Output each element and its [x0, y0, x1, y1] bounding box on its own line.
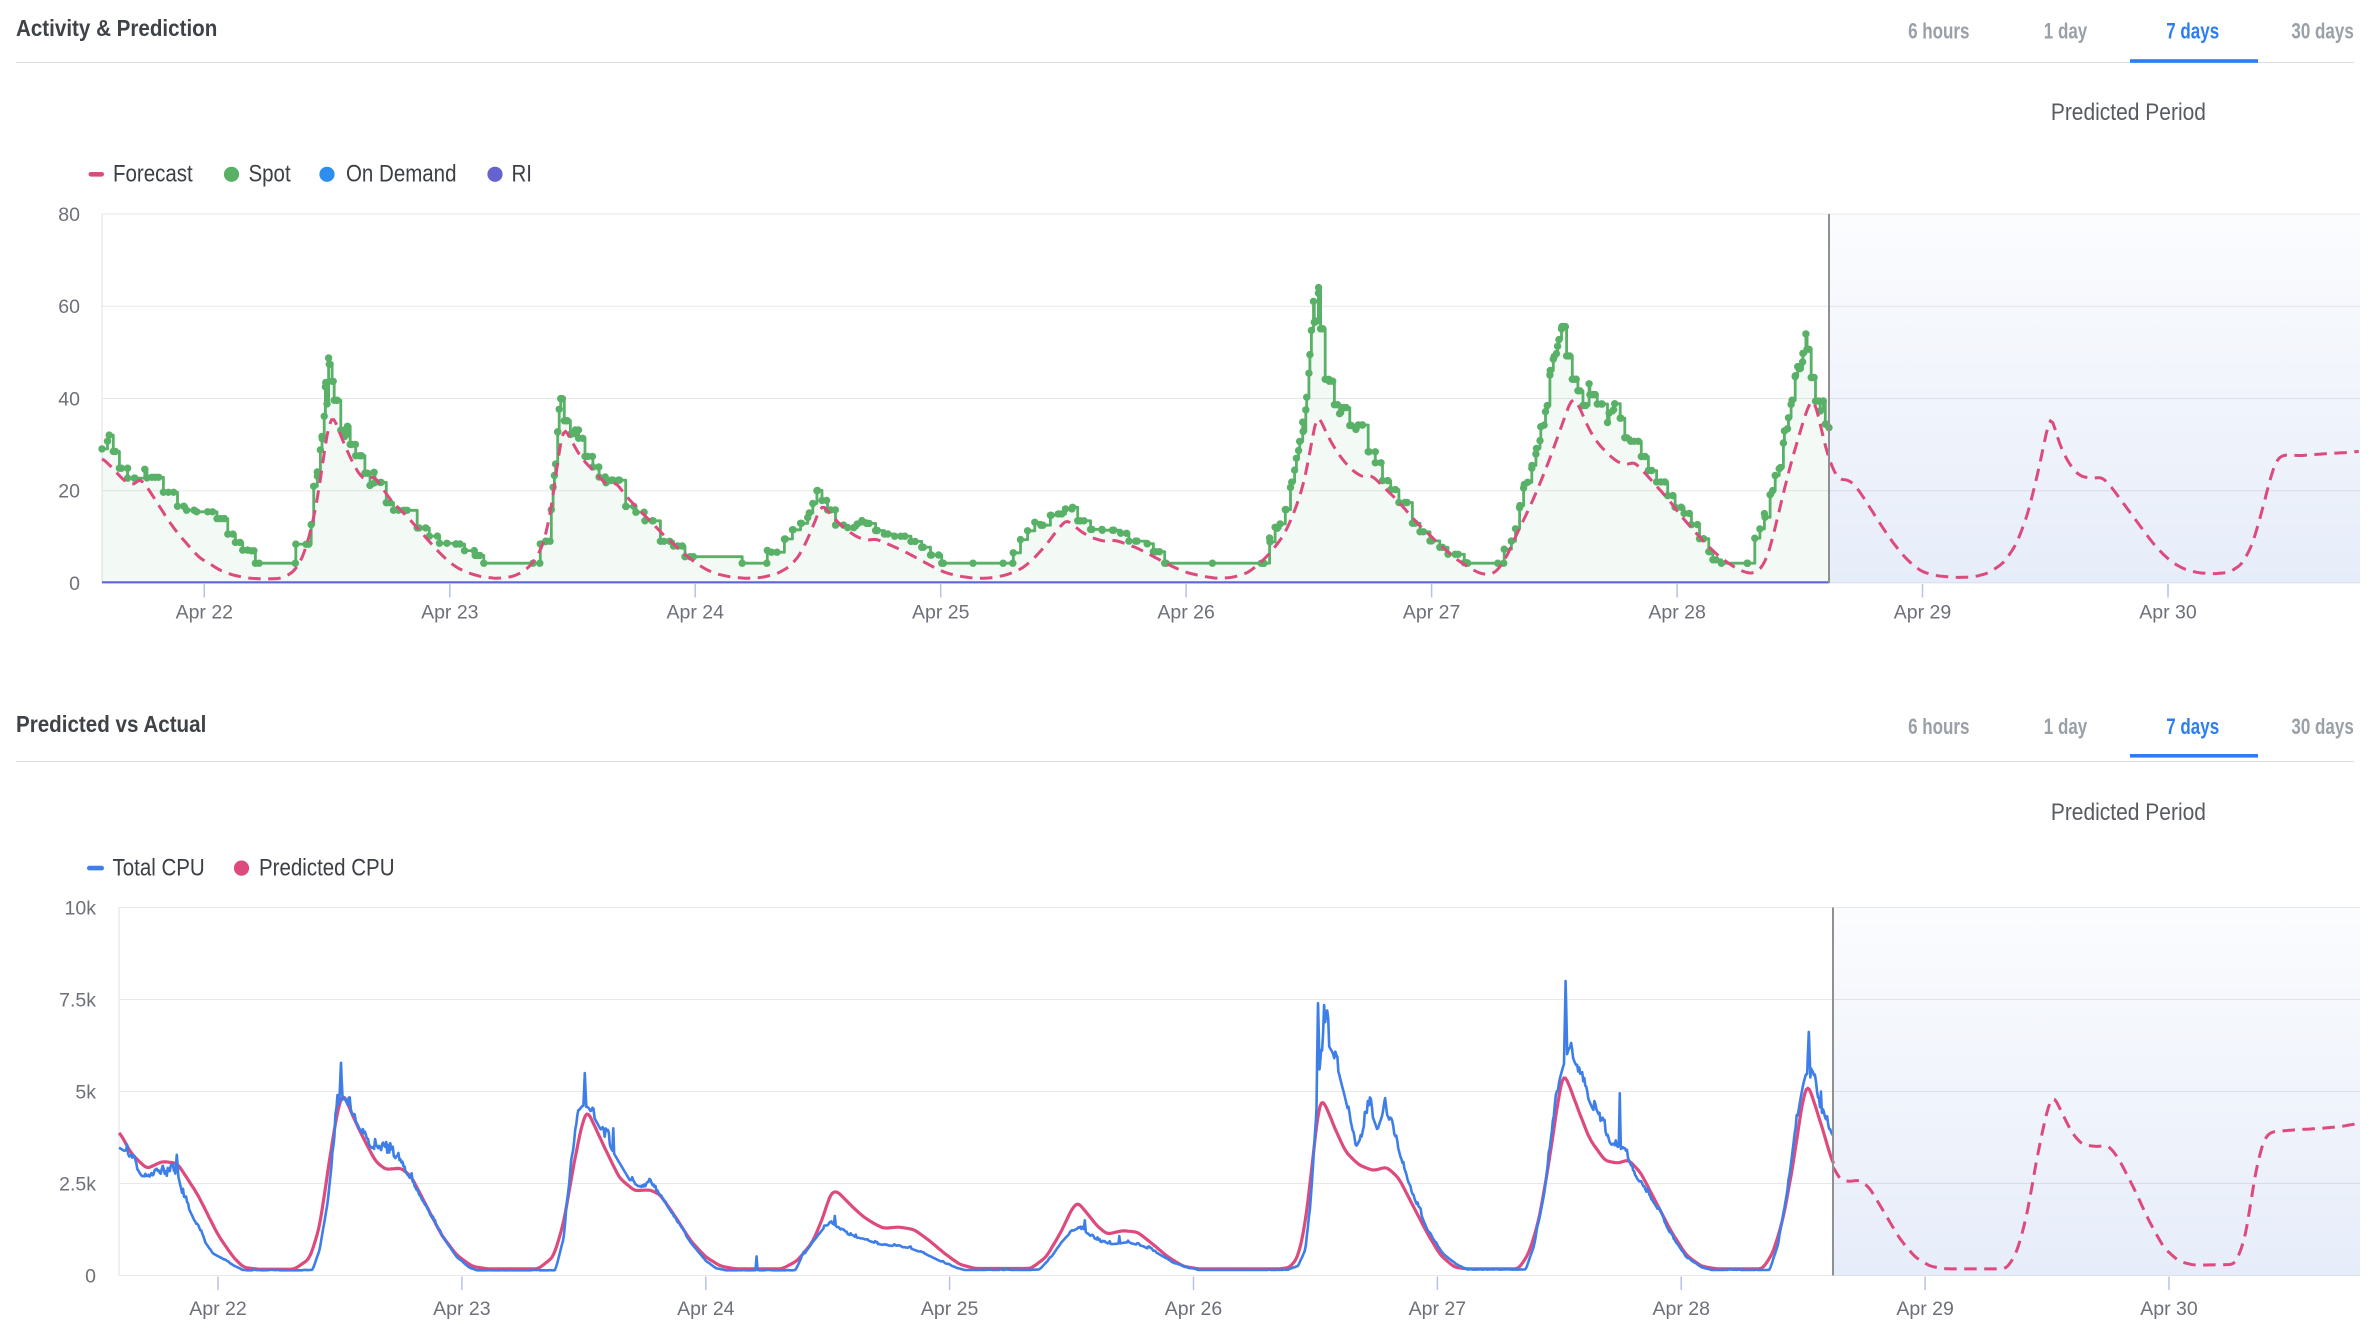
svg-text:7 days: 7 days — [2166, 20, 2219, 45]
svg-text:20: 20 — [58, 481, 80, 503]
svg-text:Apr 30: Apr 30 — [2140, 1298, 2198, 1320]
svg-text:Apr 24: Apr 24 — [677, 1298, 735, 1320]
svg-text:Apr 29: Apr 29 — [1894, 602, 1951, 624]
svg-text:Forecast: Forecast — [113, 160, 193, 187]
svg-text:Apr 23: Apr 23 — [433, 1298, 490, 1320]
svg-text:On Demand: On Demand — [346, 160, 456, 187]
svg-text:Total CPU: Total CPU — [113, 854, 205, 881]
svg-text:Apr 28: Apr 28 — [1652, 1298, 1709, 1320]
svg-text:Apr 30: Apr 30 — [2139, 602, 2197, 624]
svg-text:10k: 10k — [65, 897, 97, 919]
svg-text:Predicted vs Actual: Predicted vs Actual — [16, 711, 206, 737]
svg-text:7 days: 7 days — [2166, 715, 2219, 740]
svg-text:RI: RI — [512, 160, 533, 187]
svg-text:Apr 28: Apr 28 — [1648, 602, 1705, 624]
svg-text:30 days: 30 days — [2291, 715, 2353, 740]
svg-text:Predicted Period: Predicted Period — [2051, 99, 2206, 126]
svg-text:1 day: 1 day — [2044, 715, 2088, 740]
svg-text:Apr 24: Apr 24 — [666, 602, 724, 624]
svg-text:Apr 26: Apr 26 — [1165, 1298, 1222, 1320]
svg-text:7.5k: 7.5k — [59, 989, 96, 1011]
svg-text:40: 40 — [58, 388, 80, 410]
svg-text:6 hours: 6 hours — [1908, 20, 1969, 45]
svg-text:Spot: Spot — [249, 160, 291, 187]
svg-text:Apr 29: Apr 29 — [1896, 1298, 1953, 1320]
svg-text:80: 80 — [58, 204, 80, 226]
svg-text:1 day: 1 day — [2044, 20, 2088, 45]
svg-text:30 days: 30 days — [2291, 20, 2353, 45]
svg-text:0: 0 — [85, 1265, 96, 1287]
svg-text:Apr 22: Apr 22 — [189, 1298, 246, 1320]
svg-text:2.5k: 2.5k — [59, 1173, 96, 1195]
svg-text:Apr 27: Apr 27 — [1403, 602, 1460, 624]
svg-text:6 hours: 6 hours — [1908, 715, 1969, 740]
svg-text:Apr 23: Apr 23 — [421, 602, 478, 624]
svg-text:0: 0 — [69, 573, 80, 595]
svg-text:Apr 26: Apr 26 — [1157, 602, 1214, 624]
svg-text:Apr 25: Apr 25 — [912, 602, 970, 624]
svg-text:Apr 25: Apr 25 — [921, 1298, 979, 1320]
svg-text:Activity & Prediction: Activity & Prediction — [16, 15, 217, 41]
svg-text:60: 60 — [58, 296, 80, 318]
svg-text:5k: 5k — [75, 1081, 96, 1103]
svg-text:Apr 27: Apr 27 — [1409, 1298, 1466, 1320]
svg-text:Apr 22: Apr 22 — [176, 602, 233, 624]
svg-text:Predicted Period: Predicted Period — [2051, 799, 2206, 826]
svg-text:Predicted CPU: Predicted CPU — [259, 854, 395, 881]
